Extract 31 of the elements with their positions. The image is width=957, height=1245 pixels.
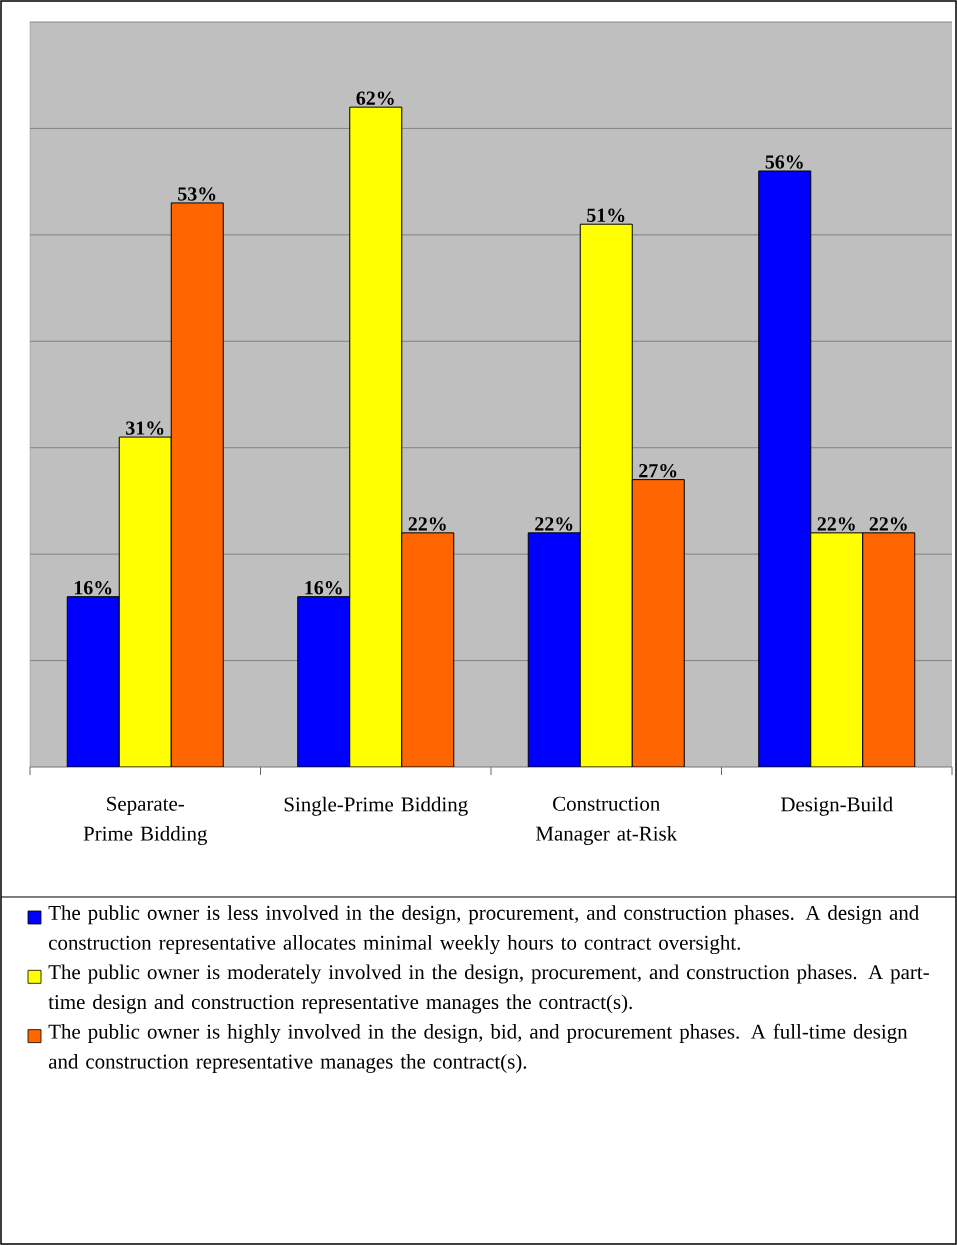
legend-label: The public owner is moderately involved in the design, procurement, and construction phases. A part-time design and construction representative manages the contract(s). <box>48 964 929 1014</box>
data-label: 51% <box>587 208 625 223</box>
bar <box>401 532 455 767</box>
legend-label: The public owner is highly involved in the design, bid, and procurement phases. A full-time design and construction representative manages the contract(s). <box>48 1023 908 1073</box>
x-tick-label: Design-Build <box>780 796 893 816</box>
x-tick-label: Separate-Prime Bidding <box>83 796 208 846</box>
data-label: 22% <box>535 517 573 531</box>
data-label: 22% <box>869 517 907 531</box>
bar <box>862 532 916 767</box>
bar <box>297 596 351 767</box>
data-label: 62% <box>356 91 394 105</box>
bar <box>758 170 812 767</box>
x-tick-label: Single-Prime Bidding <box>284 796 468 816</box>
bar <box>527 532 581 767</box>
x-tick-label: Construction Manager at-Risk <box>535 796 678 846</box>
data-label: 16% <box>74 581 112 595</box>
bar <box>349 106 403 767</box>
data-label: 27% <box>639 463 677 478</box>
data-label: 53% <box>178 187 216 201</box>
bar <box>631 479 685 767</box>
data-label: 22% <box>408 517 446 531</box>
bar <box>66 596 120 767</box>
bar <box>810 532 864 767</box>
data-label: 22% <box>817 517 855 531</box>
data-label: 31% <box>126 421 164 435</box>
bar <box>118 436 172 767</box>
bar <box>170 202 224 767</box>
data-label: 56% <box>765 155 803 169</box>
bar <box>579 223 633 767</box>
legend-label: The public owner is less involved in the design, procurement, and construction phases. A design and construction representative allocates minimal weekly hours to contract oversight. <box>48 905 919 955</box>
data-label: 16% <box>305 581 342 595</box>
